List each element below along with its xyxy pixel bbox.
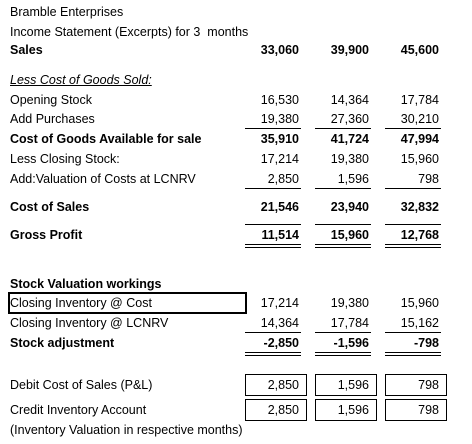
value-box: [245, 399, 307, 421]
row-value: 16,530: [260, 93, 299, 107]
rule: [315, 352, 371, 353]
selected-cell: [8, 292, 247, 314]
row-value: 17,784: [400, 93, 439, 107]
row-value: 17,784: [330, 316, 369, 330]
row-value: 1,596: [337, 378, 369, 392]
row-value: 11,514: [261, 228, 299, 242]
rule: [315, 128, 371, 129]
rule: [245, 352, 301, 353]
rule: [245, 128, 301, 129]
row-value: 45,600: [400, 43, 439, 57]
row-value: 15,960: [400, 152, 439, 166]
row-value: 21,546: [260, 200, 299, 214]
row-value: 14,364: [260, 316, 299, 330]
row-value: 19,380: [330, 296, 369, 310]
rule: [385, 224, 441, 225]
row-value: 12,768: [400, 228, 439, 242]
rule: [385, 188, 441, 189]
row-value: 23,940: [330, 200, 369, 214]
row-label: Opening Stock: [10, 93, 92, 107]
value-box: [245, 374, 307, 396]
row-value: 19,380: [260, 112, 299, 126]
row-label: Sales: [10, 43, 43, 57]
row-label: Closing Inventory @ Cost: [10, 296, 152, 310]
rule: [385, 244, 441, 245]
value-box: [315, 399, 377, 421]
row-label: Less Closing Stock:: [10, 152, 120, 166]
rule: [315, 332, 371, 333]
row-value: 32,832: [400, 200, 439, 214]
rule: [385, 332, 441, 333]
row-value: 27,360: [330, 112, 369, 126]
row-label: Gross Profit: [10, 228, 83, 242]
row-label: Stock adjustment: [10, 336, 115, 350]
row-value: 15,162: [400, 316, 439, 330]
section-title: Stock Valuation workings: [10, 277, 162, 291]
rule: [245, 247, 301, 248]
row-value: 1,596: [337, 403, 369, 417]
rule: [385, 355, 441, 356]
rule: [245, 355, 301, 356]
rule: [315, 247, 371, 248]
rule: [245, 188, 301, 189]
rule: [245, 332, 301, 333]
row-label: Cost of Goods Available for sale: [10, 132, 202, 146]
row-label: Add Purchases: [10, 112, 95, 126]
row-value: 30,210: [400, 112, 439, 126]
row-label: Cost of Sales: [10, 200, 90, 214]
rule: [385, 352, 441, 353]
rule: [245, 224, 301, 225]
row-value: -798: [413, 336, 439, 350]
rule: [385, 247, 441, 248]
rule: [245, 244, 301, 245]
row-value: 1,596: [337, 172, 369, 186]
row-value: 35,910: [260, 132, 299, 146]
value-box: [385, 374, 447, 396]
row-value: 798: [418, 403, 439, 417]
rule: [315, 224, 371, 225]
row-value: -2,850: [263, 336, 299, 350]
value-box: [315, 374, 377, 396]
row-label: Credit Inventory Account: [10, 403, 147, 417]
row-value: 14,364: [330, 93, 369, 107]
row-label: Less Cost of Goods Sold:: [10, 73, 152, 87]
row-value: 15,960: [400, 296, 439, 310]
row-label: Debit Cost of Sales (P&L): [10, 378, 153, 392]
rule: [315, 244, 371, 245]
rule: [385, 128, 441, 129]
row-value: 19,380: [330, 152, 369, 166]
row-value: 2,850: [267, 403, 299, 417]
row-label: Closing Inventory @ LCNRV: [10, 316, 169, 330]
row-value: 798: [418, 378, 439, 392]
row-value: 41,724: [330, 132, 369, 146]
note: (Inventory Valuation in respective month…: [10, 423, 243, 437]
rule: [315, 355, 371, 356]
row-label: Add:Valuation of Costs at LCNRV: [10, 172, 196, 186]
row-value: -1,596: [333, 336, 369, 350]
row-value: 17,214: [260, 296, 299, 310]
company-name: Bramble Enterprises: [10, 5, 124, 19]
row-value: 33,060: [260, 43, 299, 57]
rule: [315, 188, 371, 189]
row-value: 2,850: [267, 172, 299, 186]
row-value: 39,900: [330, 43, 369, 57]
row-value: 15,960: [330, 228, 369, 242]
row-value: 2,850: [267, 378, 299, 392]
statement-title: Income Statement (Excerpts) for 3 months: [10, 25, 249, 39]
row-value: 17,214: [260, 152, 299, 166]
row-value: 47,994: [400, 132, 439, 146]
value-box: [385, 399, 447, 421]
row-value: 798: [418, 172, 439, 186]
